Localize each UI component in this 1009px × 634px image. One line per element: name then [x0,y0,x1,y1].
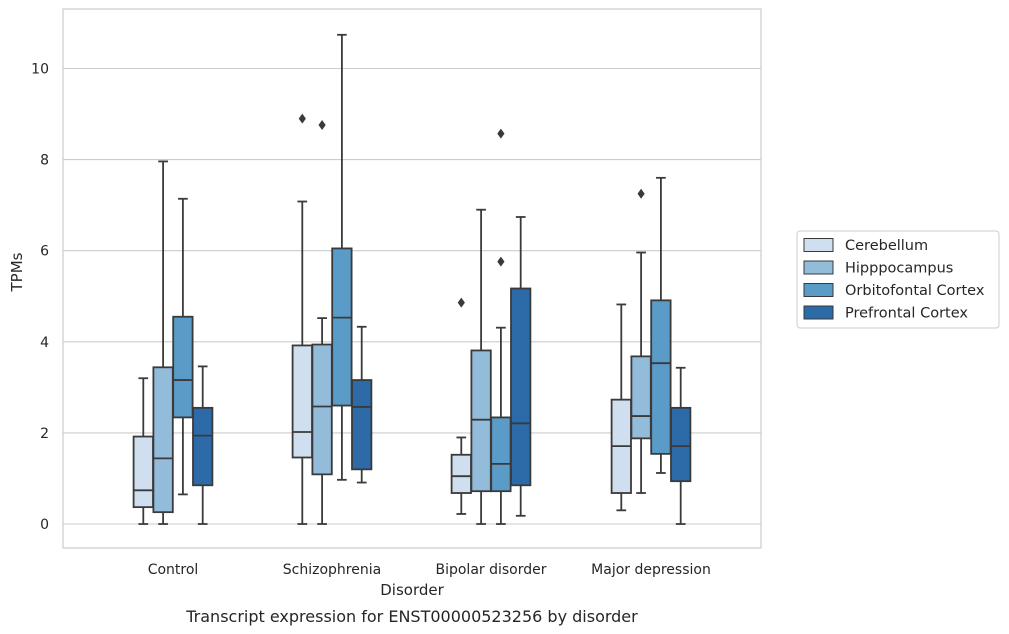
y-tick-label: 6 [40,244,49,260]
figure-caption: Transcript expression for ENST0000052325… [185,607,638,626]
box-iqr [311,343,333,476]
box-iqr [192,406,214,487]
box-iqr [670,406,692,483]
outlier-point [637,188,645,199]
x-tick-label: Bipolar disorder [435,562,546,578]
box-group [610,303,632,512]
box-group [650,176,672,474]
legend-label: Hipppocampus [845,261,953,277]
box-group [490,128,512,525]
x-tick-label: Schizophrenia [283,562,381,578]
box-iqr [650,299,672,455]
box-group [192,365,214,525]
y-tick-label: 0 [40,517,49,533]
box-iqr [450,453,472,494]
box-iqr [331,247,353,407]
box-iqr [152,366,174,514]
box-group [670,366,692,525]
y-axis-title: TPMs [8,252,26,292]
legend-label: Cerebellum [845,238,928,254]
box-group [630,188,652,494]
plot-area-border [62,8,762,549]
box-iqr [291,344,313,459]
box-group [351,325,373,484]
legend-swatch [803,260,834,275]
box-iqr [510,287,532,487]
legend-frame [796,230,1000,329]
outlier-point [497,128,505,139]
box-iqr [470,349,492,493]
box-iqr [351,379,373,471]
box-group [132,377,154,525]
box-iqr [490,416,512,493]
outlier-point [298,113,306,124]
legend: Cerebellum Hipppocampus Orbitofontal Corte… [796,230,1000,329]
legend-label: Orbitofontal Cortex [845,283,985,299]
box-group [152,160,174,525]
box-iqr [172,315,194,419]
legend-swatch [803,283,834,297]
legend-swatch [803,305,834,320]
box-group [470,208,492,525]
x-tick-label: Control [148,562,199,578]
legend-label: Prefrontal Cortex [845,306,968,322]
x-tick-label: Major depression [591,562,711,578]
box-group [510,216,532,517]
x-axis-title: Disorder [380,581,444,599]
outlier-point [457,297,465,308]
outlier-point [497,256,505,267]
box-group [311,119,333,525]
box-group [172,197,194,496]
y-tick-label: 2 [40,426,49,442]
x-axis-ticks: Control Schizophrenia Bipolar disorder Majo… [148,562,711,578]
box-group [450,297,472,515]
box-group [331,33,353,481]
y-axis-ticks: 0 2 4 6 8 10 [31,62,49,534]
box-iqr [132,435,154,509]
legend-swatch [803,238,834,252]
box-group [291,113,313,525]
box-iqr [630,355,652,440]
outlier-point [318,119,326,130]
y-tick-label: 4 [40,335,49,351]
y-tick-label: 8 [40,153,49,169]
box-plots [132,33,692,525]
y-tick-label: 10 [31,62,49,78]
